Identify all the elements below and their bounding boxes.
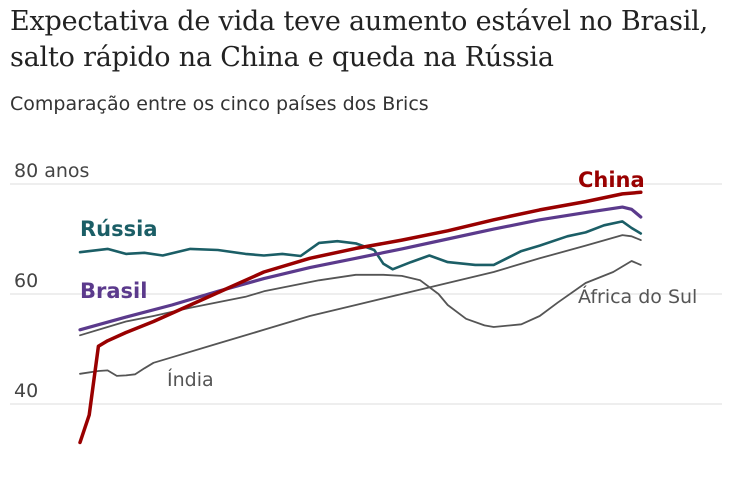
gridlines	[10, 183, 722, 405]
y-tick-label: 80 anos	[14, 160, 89, 182]
y-tick-label: 60	[14, 270, 38, 292]
series-label--frica-do-sul: África do Sul	[578, 285, 697, 308]
series-label-r-ssia: Rússia	[80, 217, 158, 241]
series-label-china: China	[578, 168, 645, 192]
series-label-brasil: Brasil	[80, 279, 147, 303]
series-lines	[78, 190, 643, 445]
chart-subtitle: Comparação entre os cinco países dos Bri…	[10, 93, 429, 115]
series-line-r-ssia	[78, 220, 643, 271]
series-line-brasil	[78, 205, 643, 332]
series-line--ndia	[79, 234, 642, 377]
y-tick-label: 40	[14, 380, 38, 402]
series-label--ndia: Índia	[167, 368, 214, 391]
chart-title: Expectativa de vida teve aumento estável…	[10, 6, 708, 73]
series-labels: China Rússia Brasil África do Sul Índia	[80, 168, 697, 391]
y-axis-ticks: 80 anos 60 40	[14, 160, 89, 402]
series-line-china	[78, 190, 643, 445]
series-line--frica-do-sul	[79, 260, 642, 337]
